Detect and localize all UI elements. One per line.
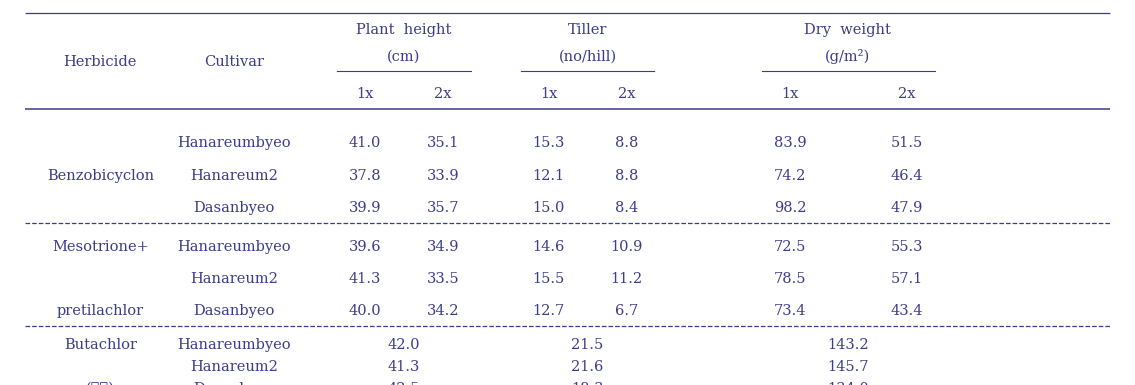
Text: 34.2: 34.2 (427, 305, 460, 318)
Text: 2x: 2x (898, 87, 916, 101)
Text: 42.0: 42.0 (388, 338, 420, 352)
Text: Dasanbyeo: Dasanbyeo (193, 305, 275, 318)
Text: Tiller: Tiller (568, 23, 607, 37)
Text: 15.3: 15.3 (532, 136, 565, 151)
Text: 15.0: 15.0 (532, 201, 565, 214)
Text: 10.9: 10.9 (611, 240, 642, 254)
Text: Dasanbyeo: Dasanbyeo (193, 382, 275, 385)
Text: Hanareum2: Hanareum2 (190, 169, 278, 182)
Text: 42.5: 42.5 (388, 382, 420, 385)
Text: 41.3: 41.3 (348, 272, 381, 286)
Text: Hanareumbyeo: Hanareumbyeo (177, 136, 291, 151)
Text: 98.2: 98.2 (774, 201, 806, 214)
Text: 12.1: 12.1 (532, 169, 564, 182)
Text: 46.4: 46.4 (891, 169, 923, 182)
Text: 8.8: 8.8 (615, 136, 638, 151)
Text: (no/hill): (no/hill) (558, 50, 616, 64)
Text: 6.7: 6.7 (615, 305, 638, 318)
Text: 83.9: 83.9 (774, 136, 806, 151)
Text: 37.8: 37.8 (348, 169, 381, 182)
Text: (대조): (대조) (86, 382, 115, 385)
Text: 72.5: 72.5 (774, 240, 806, 254)
Text: 8.8: 8.8 (615, 169, 638, 182)
Text: 2x: 2x (617, 87, 636, 101)
Text: 15.5: 15.5 (532, 272, 565, 286)
Text: 33.5: 33.5 (427, 272, 460, 286)
Text: 143.2: 143.2 (827, 338, 868, 352)
Text: 41.3: 41.3 (388, 360, 420, 374)
Text: 43.4: 43.4 (891, 305, 923, 318)
Text: 33.9: 33.9 (427, 169, 460, 182)
Text: 57.1: 57.1 (891, 272, 923, 286)
Text: 1x: 1x (356, 87, 373, 101)
Text: 39.9: 39.9 (348, 201, 381, 214)
Text: 14.6: 14.6 (532, 240, 565, 254)
Text: 74.2: 74.2 (774, 169, 806, 182)
Text: Mesotrione+: Mesotrione+ (52, 240, 149, 254)
Text: 40.0: 40.0 (348, 305, 381, 318)
Text: 18.3: 18.3 (571, 382, 604, 385)
Text: Cultivar: Cultivar (204, 55, 263, 69)
Text: Hanareum2: Hanareum2 (190, 272, 278, 286)
Text: 1x: 1x (781, 87, 799, 101)
Text: pretilachlor: pretilachlor (57, 305, 144, 318)
Text: Dasanbyeo: Dasanbyeo (193, 201, 275, 214)
Text: (g/m²): (g/m²) (825, 49, 871, 64)
Text: 134.0: 134.0 (827, 382, 868, 385)
Text: 39.6: 39.6 (348, 240, 381, 254)
Text: 78.5: 78.5 (774, 272, 806, 286)
Text: Benzobicyclon: Benzobicyclon (47, 169, 154, 182)
Text: Hanareumbyeo: Hanareumbyeo (177, 240, 291, 254)
Text: 41.0: 41.0 (348, 136, 381, 151)
Text: 2x: 2x (435, 87, 452, 101)
Text: 35.1: 35.1 (427, 136, 460, 151)
Text: 145.7: 145.7 (827, 360, 868, 374)
Text: 21.5: 21.5 (571, 338, 604, 352)
Text: (cm): (cm) (387, 50, 421, 64)
Text: 1x: 1x (540, 87, 557, 101)
Text: 21.6: 21.6 (571, 360, 604, 374)
Text: Hanareumbyeo: Hanareumbyeo (177, 338, 291, 352)
Text: Dry  weight: Dry weight (805, 23, 891, 37)
Text: 35.7: 35.7 (427, 201, 460, 214)
Text: Butachlor: Butachlor (64, 338, 137, 352)
Text: Hanareum2: Hanareum2 (190, 360, 278, 374)
Text: 12.7: 12.7 (532, 305, 565, 318)
Text: 34.9: 34.9 (427, 240, 460, 254)
Text: 8.4: 8.4 (615, 201, 638, 214)
Text: Herbicide: Herbicide (64, 55, 137, 69)
Text: 11.2: 11.2 (611, 272, 642, 286)
Text: 73.4: 73.4 (774, 305, 806, 318)
Text: 51.5: 51.5 (891, 136, 923, 151)
Text: Plant  height: Plant height (356, 23, 452, 37)
Text: 55.3: 55.3 (891, 240, 923, 254)
Text: 47.9: 47.9 (891, 201, 923, 214)
